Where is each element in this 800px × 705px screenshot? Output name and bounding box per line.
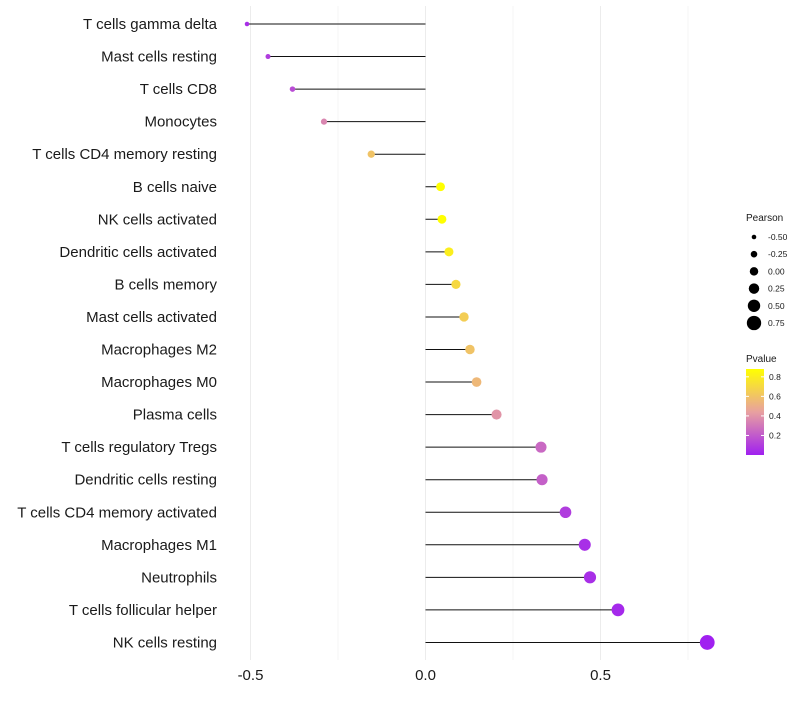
category-label: B cells memory [114,276,217,293]
grid-lines [250,6,689,660]
category-label: Macrophages M2 [101,342,217,359]
category-label: Dendritic cells activated [59,244,217,261]
size-legend-key [746,315,762,331]
color-legend-label: 0.8 [769,372,781,382]
lollipop-point [436,182,445,192]
category-label: T cells CD8 [140,81,217,98]
lollipop-point [535,441,547,453]
category-label: B cells naive [133,179,217,196]
lollipop-point [583,571,597,584]
color-legend-label: 0.4 [769,411,781,421]
x-tick-label: -0.5 [238,667,264,684]
size-legend-key [747,299,761,312]
category-label: T cells regulatory Tregs [61,439,217,456]
category-label: Mast cells resting [101,49,217,66]
size-legend-key [750,250,758,258]
size-legend-key [751,234,757,240]
color-legend-label: 0.2 [769,430,781,440]
lollipop-point [451,279,461,289]
category-label: Monocytes [144,114,217,131]
color-legend-label: 0.6 [769,391,781,401]
lollipop-point [559,506,572,519]
size-legend-label: -0.25 [768,249,788,259]
lollipop-point [437,214,447,224]
lollipop-point [578,538,591,551]
x-tick-label: 0.5 [590,667,611,684]
category-label: Dendritic cells resting [74,472,217,489]
lollipop-point [367,150,375,158]
category-label: Plasma cells [133,407,217,424]
lollipop-point [465,344,475,355]
x-tick-label: 0.0 [415,667,436,684]
category-label: Macrophages M0 [101,374,217,391]
lollipop-point [471,377,482,387]
size-legend-title: Pearson [746,213,783,224]
size-legend: Pearson -0.50 -0.25 0.00 0.25 0.50 0.75 [746,213,788,331]
lollipop-point [491,409,502,420]
lollipop-point [611,603,625,617]
size-legend-key [748,283,760,294]
category-label: Macrophages M1 [101,537,217,554]
lollipop-point [320,118,328,125]
size-legend-label: 0.50 [768,301,785,311]
lollipop-point [265,54,271,60]
lollipop-point [536,474,548,486]
category-label: Neutrophils [141,569,217,586]
lollipop-point [444,247,454,257]
lollipop-stems [247,23,708,643]
category-label: T cells gamma delta [83,16,218,33]
color-legend-bar [746,369,764,455]
size-legend-label: -0.50 [768,232,788,242]
lollipop-point [699,635,715,650]
lollipop-point [244,21,250,27]
category-label: NK cells activated [98,211,217,228]
size-legend-key [749,267,759,276]
size-legend-label: 0.25 [768,284,785,294]
category-label: T cells CD4 memory resting [32,146,217,163]
lollipop-point [289,86,296,92]
color-legend: Pvalue 0.2 0.4 0.6 0.8 [746,354,781,455]
size-legend-label: 0.75 [768,318,785,328]
category-label: Mast cells activated [86,309,217,326]
category-labels: T cells gamma delta Mast cells resting T c… [17,16,217,651]
lollipop-point [459,312,469,322]
category-label: T cells follicular helper [69,602,217,619]
category-label: NK cells resting [113,634,217,651]
color-legend-title: Pvalue [746,354,777,365]
lollipop-points [244,21,715,650]
size-legend-label: 0.00 [768,266,785,276]
category-label: T cells CD4 memory activated [17,504,217,521]
x-axis-ticks: -0.5 0.0 0.5 [238,667,611,684]
